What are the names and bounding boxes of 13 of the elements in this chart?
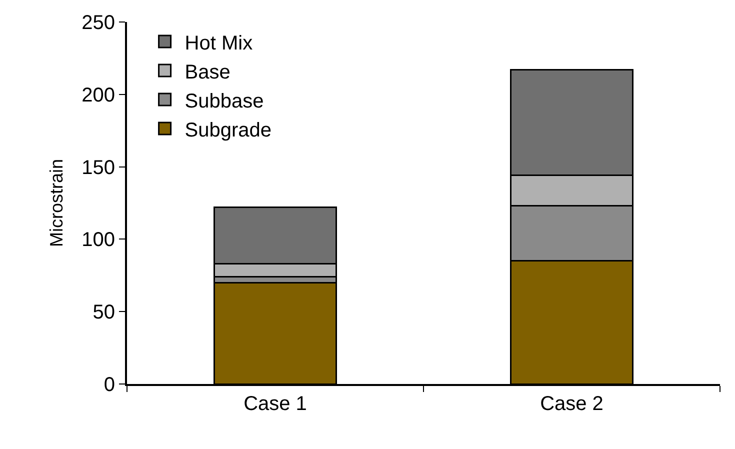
y-tick-label: 200	[82, 84, 115, 106]
y-tick-label: 250	[82, 12, 115, 34]
y-tick-label: 50	[92, 302, 115, 324]
legend-label: Base	[184, 61, 230, 84]
x-tick-label: Case 1	[244, 393, 307, 415]
legend-label: Subgrade	[184, 119, 272, 142]
legend-label: Hot Mix	[184, 32, 253, 54]
y-tick-label: 100	[82, 229, 115, 252]
y-axis-title: Microstrain	[46, 158, 66, 248]
legend-label: Subbase	[184, 90, 264, 112]
x-tick-label: Case 2	[540, 393, 604, 415]
y-tick-label: 150	[82, 156, 115, 179]
y-tick-label: 0	[104, 374, 115, 396]
